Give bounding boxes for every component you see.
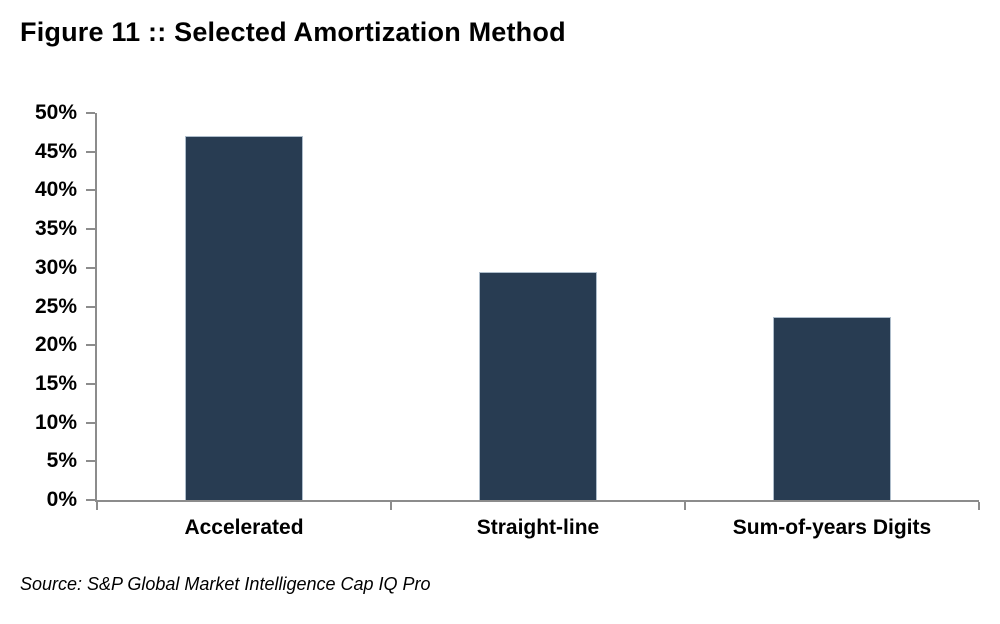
category-label-accelerated: Accelerated	[184, 516, 304, 539]
bar-straight-line	[479, 272, 597, 500]
y-tick	[86, 266, 95, 269]
x-tick	[389, 502, 392, 510]
y-tick	[86, 228, 95, 231]
y-tick	[86, 305, 95, 308]
y-tick-label: 40%	[34, 178, 77, 202]
y-tick-label: 25%	[34, 294, 77, 318]
x-tick	[96, 502, 98, 510]
bar-accelerated	[184, 136, 303, 500]
x-tick	[978, 502, 980, 510]
y-tick	[86, 382, 95, 385]
y-tick	[86, 460, 95, 463]
category-label-sum-of-years-digits: Sum-of-years Digits	[732, 516, 932, 539]
y-tick-label: 50%	[34, 101, 77, 124]
y-tick	[86, 344, 95, 347]
bar-sum-of-years-digits	[773, 317, 891, 500]
y-tick-label: 45%	[34, 139, 77, 163]
y-tick	[86, 499, 95, 501]
y-tick-label: 5%	[46, 449, 77, 473]
figure-title: Figure 11 :: Selected Amortization Metho…	[20, 17, 566, 47]
plot-area: 0% 5% 10% 15% 20% 25% 30% 35% 40% 45% 50% Accelerat…	[35, 102, 980, 539]
y-tick-label: 30%	[34, 255, 77, 279]
y-tick-label: 35%	[34, 217, 77, 241]
y-tick-label: 0%	[46, 488, 77, 511]
y-tick	[86, 421, 95, 424]
y-tick	[86, 150, 95, 153]
y-tick-label: 20%	[34, 333, 77, 357]
source-note: Source: S&P Global Market Intelligence C…	[20, 574, 431, 594]
category-label-straight-line: Straight-line	[476, 516, 600, 539]
y-tick-label: 10%	[34, 410, 77, 434]
y-tick	[86, 112, 95, 114]
x-tick	[683, 502, 686, 510]
y-tick	[86, 189, 95, 192]
y-tick-label: 15%	[34, 371, 77, 395]
